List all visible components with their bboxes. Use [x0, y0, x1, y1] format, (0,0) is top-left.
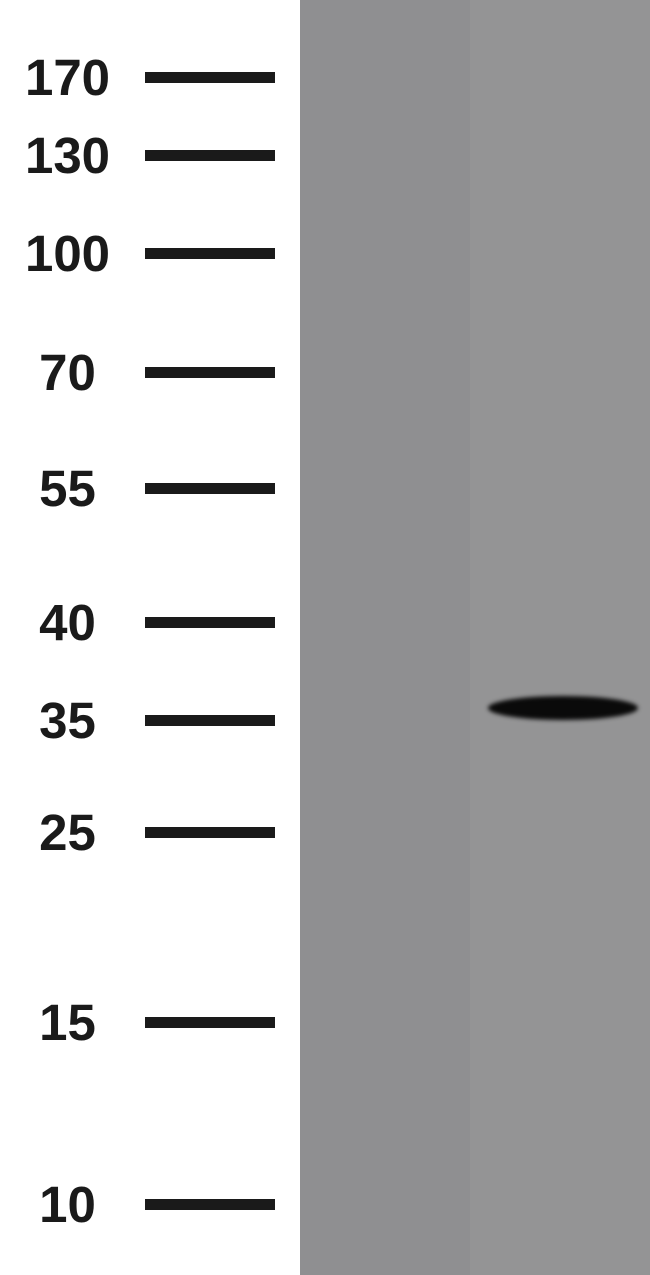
marker-row-170: 170: [0, 65, 300, 89]
gel-membrane: [300, 0, 650, 1275]
marker-tick-100: [145, 248, 275, 259]
marker-row-35: 35: [0, 708, 300, 732]
marker-label-40: 40: [0, 597, 135, 648]
marker-row-10: 10: [0, 1192, 300, 1216]
marker-row-130: 130: [0, 143, 300, 167]
marker-tick-10: [145, 1199, 275, 1210]
molecular-weight-ladder: 170 130 100 70 55 40 35 25 15 10: [0, 0, 300, 1275]
marker-label-35: 35: [0, 695, 135, 746]
marker-row-70: 70: [0, 360, 300, 384]
western-blot-figure: 170 130 100 70 55 40 35 25 15 10: [0, 0, 650, 1275]
marker-label-70: 70: [0, 347, 135, 398]
marker-tick-35: [145, 715, 275, 726]
marker-tick-15: [145, 1017, 275, 1028]
marker-row-25: 25: [0, 820, 300, 844]
marker-tick-55: [145, 483, 275, 494]
marker-label-170: 170: [0, 52, 135, 103]
marker-tick-130: [145, 150, 275, 161]
marker-label-100: 100: [0, 228, 135, 279]
lane-2: [470, 0, 650, 1275]
lane-1: [300, 0, 470, 1275]
marker-tick-70: [145, 367, 275, 378]
marker-row-40: 40: [0, 610, 300, 634]
marker-label-55: 55: [0, 463, 135, 514]
marker-row-100: 100: [0, 241, 300, 265]
marker-tick-40: [145, 617, 275, 628]
marker-label-130: 130: [0, 130, 135, 181]
marker-tick-170: [145, 72, 275, 83]
target-band-35kda: [488, 696, 638, 720]
marker-row-15: 15: [0, 1010, 300, 1034]
marker-row-55: 55: [0, 476, 300, 500]
marker-label-10: 10: [0, 1179, 135, 1230]
marker-tick-25: [145, 827, 275, 838]
marker-label-25: 25: [0, 807, 135, 858]
marker-label-15: 15: [0, 997, 135, 1048]
